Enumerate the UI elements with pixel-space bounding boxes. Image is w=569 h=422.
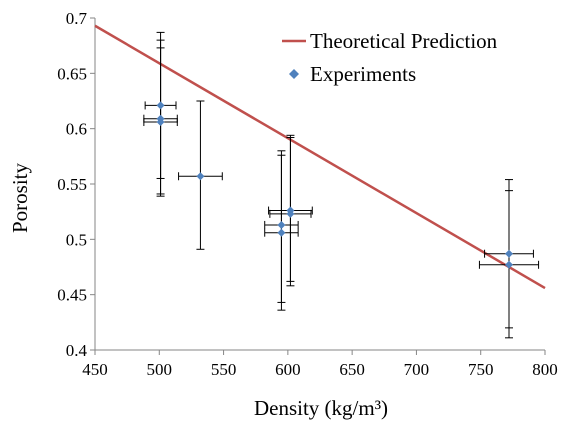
experiment-point xyxy=(277,228,286,237)
prediction-line-layer xyxy=(94,24,546,290)
experiment-point xyxy=(286,209,295,218)
y-tick-label: 0.65 xyxy=(57,64,87,83)
y-tick-label: 0.45 xyxy=(57,286,87,305)
experiment-point xyxy=(277,220,286,229)
y-tick-label: 0.4 xyxy=(66,341,88,360)
theoretical-prediction-line xyxy=(94,24,546,290)
x-tick-label: 700 xyxy=(404,360,430,379)
x-tick-label: 800 xyxy=(532,360,558,379)
experiment-point xyxy=(156,101,165,110)
x-tick-label: 500 xyxy=(147,360,173,379)
experiment-point xyxy=(196,172,205,181)
x-tick-label: 450 xyxy=(82,360,108,379)
legend-label-prediction: Theoretical Prediction xyxy=(310,29,498,53)
y-axis-title: Porosity xyxy=(8,162,32,233)
legend-marker-swatch xyxy=(289,69,299,79)
x-tick-label: 600 xyxy=(275,360,301,379)
experiment-point xyxy=(505,249,513,258)
x-axis-title: Density (kg/m³) xyxy=(254,396,388,420)
x-tick-label: 750 xyxy=(468,360,494,379)
legend-label-experiments: Experiments xyxy=(310,62,416,86)
experiment-points-layer xyxy=(156,101,513,269)
ticks: 450 500 550 600 650 700 750 800 0.4 0.45 0.5 0.55 0.… xyxy=(57,9,558,379)
y-tick-label: 0.5 xyxy=(66,230,87,249)
x-tick-label: 550 xyxy=(211,360,237,379)
y-tick-label: 0.7 xyxy=(66,9,88,28)
y-tick-label: 0.6 xyxy=(66,120,87,139)
experiment-point xyxy=(505,260,513,269)
error-bars xyxy=(143,47,178,179)
experiment-point xyxy=(156,118,165,127)
y-tick-label: 0.55 xyxy=(57,175,87,194)
legend: Theoretical Prediction Experiments xyxy=(282,29,498,86)
x-tick-label: 650 xyxy=(339,360,365,379)
